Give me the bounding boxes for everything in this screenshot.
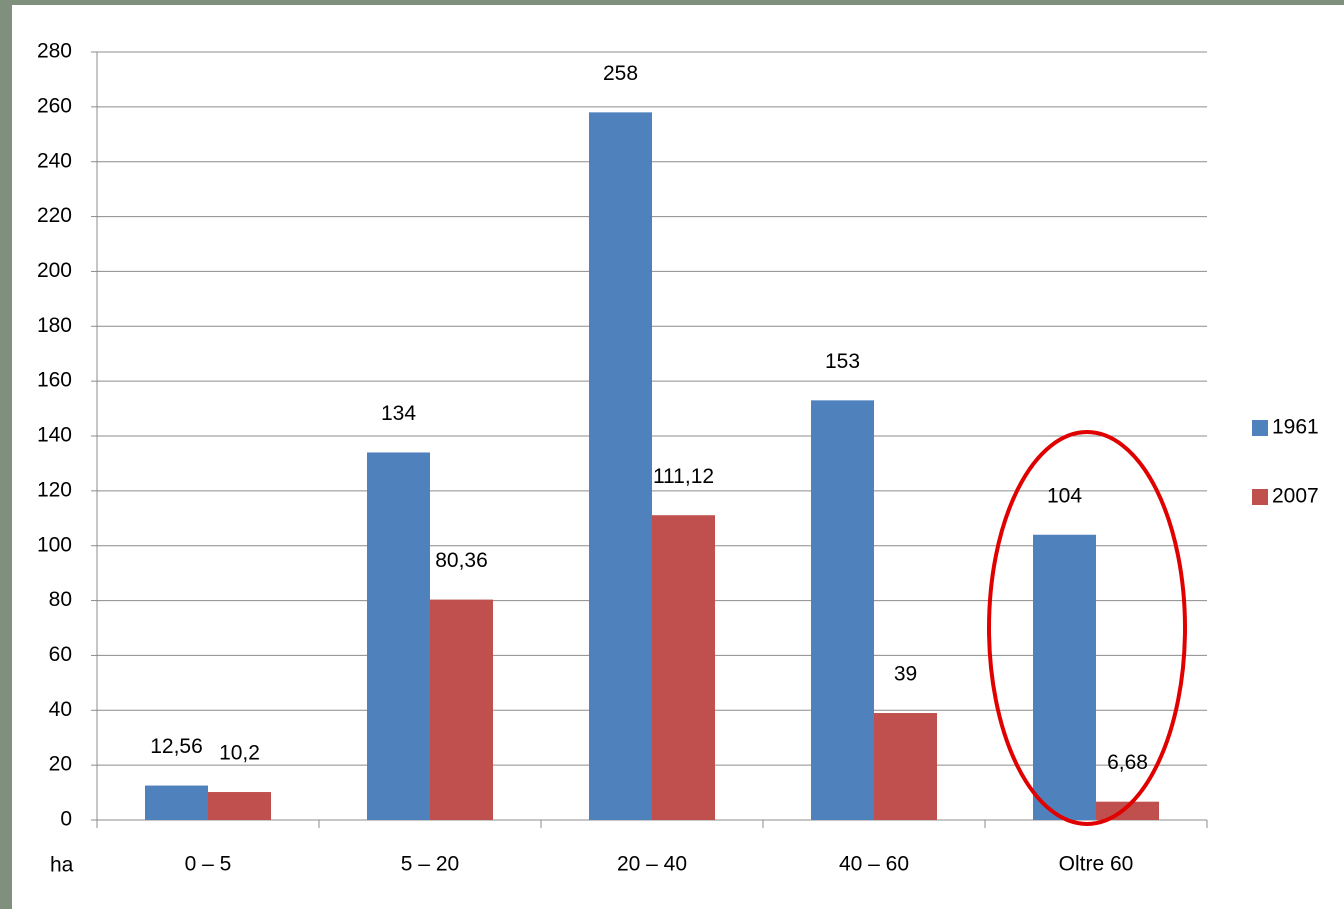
- bar: [430, 599, 493, 820]
- x-tick-label: 40 – 60: [839, 853, 909, 876]
- bar: [589, 112, 652, 821]
- y-tick-label: 40: [49, 698, 72, 721]
- bar: [145, 785, 208, 820]
- x-tick-label: 0 – 5: [185, 853, 232, 876]
- data-label: 134: [381, 402, 416, 425]
- legend-swatch: [1252, 420, 1268, 436]
- data-label: 39: [894, 663, 917, 686]
- data-label: 258: [603, 62, 638, 85]
- bar: [1033, 534, 1096, 820]
- y-tick-label: 220: [37, 204, 72, 227]
- y-tick-label: 280: [37, 40, 72, 63]
- data-label: 10,2: [219, 742, 260, 765]
- y-tick-label: 20: [49, 753, 72, 776]
- y-tick-label: 60: [49, 643, 72, 666]
- y-tick-label: 160: [37, 369, 72, 392]
- y-tick-label: 120: [37, 478, 72, 501]
- data-label: 153: [825, 350, 860, 373]
- y-tick-label: 240: [37, 149, 72, 172]
- plot-area: 0 20 40 60 80 100 120 140 160 180 200 220 240 260 280 0…: [37, 40, 1319, 876]
- highlight-ellipse: [987, 430, 1187, 826]
- y-tick-label: 80: [49, 588, 72, 611]
- y-tick-label: 260: [37, 94, 72, 117]
- bar: [367, 452, 430, 820]
- data-label: 12,56: [150, 735, 203, 758]
- x-tick-label: Oltre 60: [1059, 853, 1134, 876]
- bar: [811, 400, 874, 820]
- y-tick-label: 0: [60, 808, 72, 831]
- legend-label: 1961: [1272, 416, 1319, 439]
- legend-label: 2007: [1272, 485, 1319, 508]
- legend-swatch: [1252, 489, 1268, 505]
- y-tick-label: 100: [37, 533, 72, 556]
- x-tick-label: 5 – 20: [401, 853, 459, 876]
- y-tick-label: 140: [37, 424, 72, 447]
- data-label: 6,68: [1107, 751, 1148, 774]
- bar: [652, 515, 715, 820]
- data-label: 104: [1047, 484, 1082, 507]
- y-tick-label: 200: [37, 259, 72, 282]
- x-tick-label: 20 – 40: [617, 853, 687, 876]
- data-label: 80,36: [435, 549, 488, 572]
- x-annotation: ha: [50, 854, 74, 877]
- bar: [874, 713, 937, 820]
- bar: [208, 792, 271, 820]
- data-label: 111,12: [653, 465, 714, 488]
- y-tick-label: 180: [37, 314, 72, 337]
